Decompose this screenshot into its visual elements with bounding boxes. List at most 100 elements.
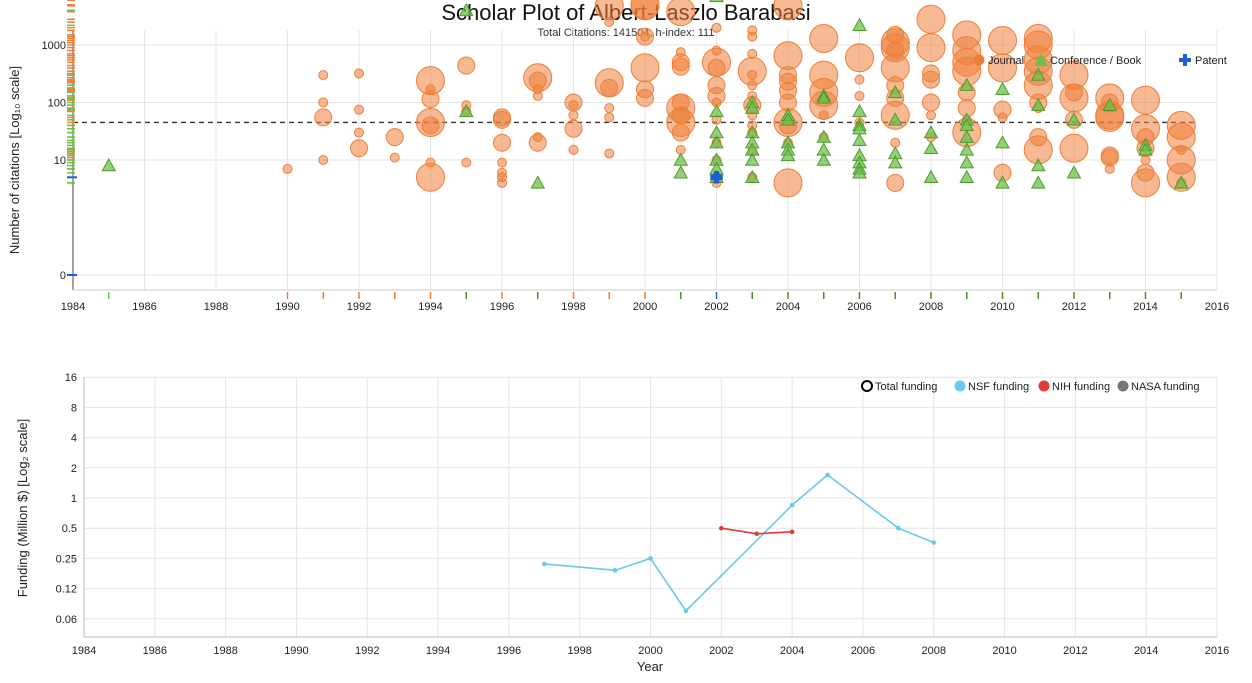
x-tick-label: 1984: [72, 645, 96, 657]
journal-point: [707, 58, 726, 77]
journal-point: [773, 41, 803, 71]
journal-point: [385, 128, 404, 147]
conference-point: [995, 81, 1010, 95]
y-tick-label: 0.12: [56, 584, 77, 596]
conference-point: [816, 129, 832, 143]
x-tick-label: 1986: [132, 301, 156, 313]
y-tick-label: 0: [60, 270, 66, 282]
legend-nsf-marker: [954, 380, 966, 392]
legend-conference-label: Conference / Book: [1050, 55, 1142, 67]
x-tick-label: 2016: [1205, 645, 1229, 657]
conference-point: [852, 132, 867, 147]
conference-point: [816, 152, 832, 166]
conference-point: [887, 84, 903, 99]
conference-point: [995, 135, 1010, 149]
conference-point: [1066, 165, 1082, 179]
funding-line-nsf: [544, 473, 935, 613]
conference-point: [744, 100, 760, 114]
y-axis-label: Number of citations [Log₁₀ scale]: [7, 66, 22, 254]
legend-patent-marker: [1179, 54, 1191, 66]
x-tick-label: 2014: [1133, 301, 1157, 313]
conference-point: [1173, 175, 1189, 189]
x-tick-label: 2002: [709, 645, 733, 657]
funding-point-nsf: [789, 502, 795, 508]
patent-point: [710, 171, 723, 184]
y-tick-label: 1: [71, 493, 77, 505]
x-tick-label: 1988: [213, 645, 237, 657]
funding-point-nih: [754, 531, 760, 537]
y-tick-label: 1000: [42, 40, 66, 52]
journal-point: [493, 110, 511, 129]
funding-point-nsf: [612, 568, 618, 573]
journal-point: [350, 139, 368, 158]
legend-nih-label: NIH funding: [1052, 381, 1110, 393]
journal-point: [318, 70, 329, 81]
journal-point: [890, 137, 901, 148]
legend-nasa-label: NASA funding: [1131, 381, 1200, 393]
conference-point: [959, 155, 975, 169]
y-axis-label: Funding (Million $) [Log₂ scale]: [15, 419, 30, 597]
journal-point: [711, 22, 722, 33]
conference-point: [1030, 175, 1046, 189]
conference-point: [816, 90, 832, 104]
journal-point: [1059, 83, 1089, 113]
conference-point: [780, 147, 796, 162]
conference-point: [1030, 67, 1046, 81]
journal-point: [528, 133, 547, 152]
conference-point: [959, 142, 975, 156]
journal-point: [1100, 148, 1119, 167]
journal-point: [604, 17, 615, 28]
conference-point: [923, 125, 939, 139]
journal-point: [747, 80, 758, 91]
journal-point: [568, 144, 579, 155]
legend-conference-marker: [1034, 53, 1048, 66]
x-tick-label: 1996: [490, 301, 514, 313]
conference-point: [780, 112, 796, 126]
x-tick-label: 1998: [561, 301, 585, 313]
funding-line-nih: [721, 527, 793, 535]
x-tick-label: 2008: [922, 645, 946, 657]
journal-point: [568, 110, 579, 121]
journal-point: [773, 0, 803, 21]
legend-journal-marker: [973, 54, 985, 66]
funding-point-nsf: [825, 472, 830, 478]
journal-point: [354, 127, 364, 138]
conference-point: [744, 169, 760, 184]
y-tick-label: 8: [71, 402, 77, 414]
x-tick-label: 2004: [780, 645, 804, 657]
conference-point: [923, 140, 939, 154]
journal-point: [1131, 168, 1160, 198]
y-tick-label: 0.25: [56, 553, 77, 565]
journal-point: [671, 57, 690, 76]
x-tick-label: 1994: [418, 301, 442, 313]
journal-point: [600, 78, 619, 97]
journal-point: [818, 110, 829, 121]
journal-point: [604, 103, 615, 114]
conference-point: [995, 175, 1010, 189]
chart-subtitle: Total Citations: 141504, h-index: 111: [537, 27, 715, 39]
conference-point: [1030, 97, 1046, 111]
x-tick-label: 2012: [1063, 645, 1087, 657]
conference-point: [852, 103, 867, 118]
journal-point: [630, 0, 660, 20]
journal-point: [636, 88, 654, 107]
journal-point: [671, 123, 690, 142]
x-tick-label: 1990: [284, 645, 308, 657]
journal-point: [318, 97, 329, 108]
x-tick-label: 2006: [851, 645, 875, 657]
journal-point: [532, 90, 543, 101]
journal-point: [421, 116, 440, 135]
journal-point: [845, 43, 874, 73]
x-tick-label: 2012: [1062, 301, 1086, 313]
conference-point: [101, 158, 117, 172]
journal-point: [354, 104, 364, 115]
legend-total-label: Total funding: [875, 381, 937, 393]
legend-total-marker: [861, 380, 873, 392]
conference-point: [852, 17, 867, 32]
conference-point: [887, 155, 903, 169]
conference-point: [923, 169, 939, 184]
journal-point: [318, 155, 329, 165]
y-tick-label: 0.5: [62, 523, 77, 535]
journal-point: [493, 133, 511, 152]
x-tick-label: 2008: [919, 301, 943, 313]
